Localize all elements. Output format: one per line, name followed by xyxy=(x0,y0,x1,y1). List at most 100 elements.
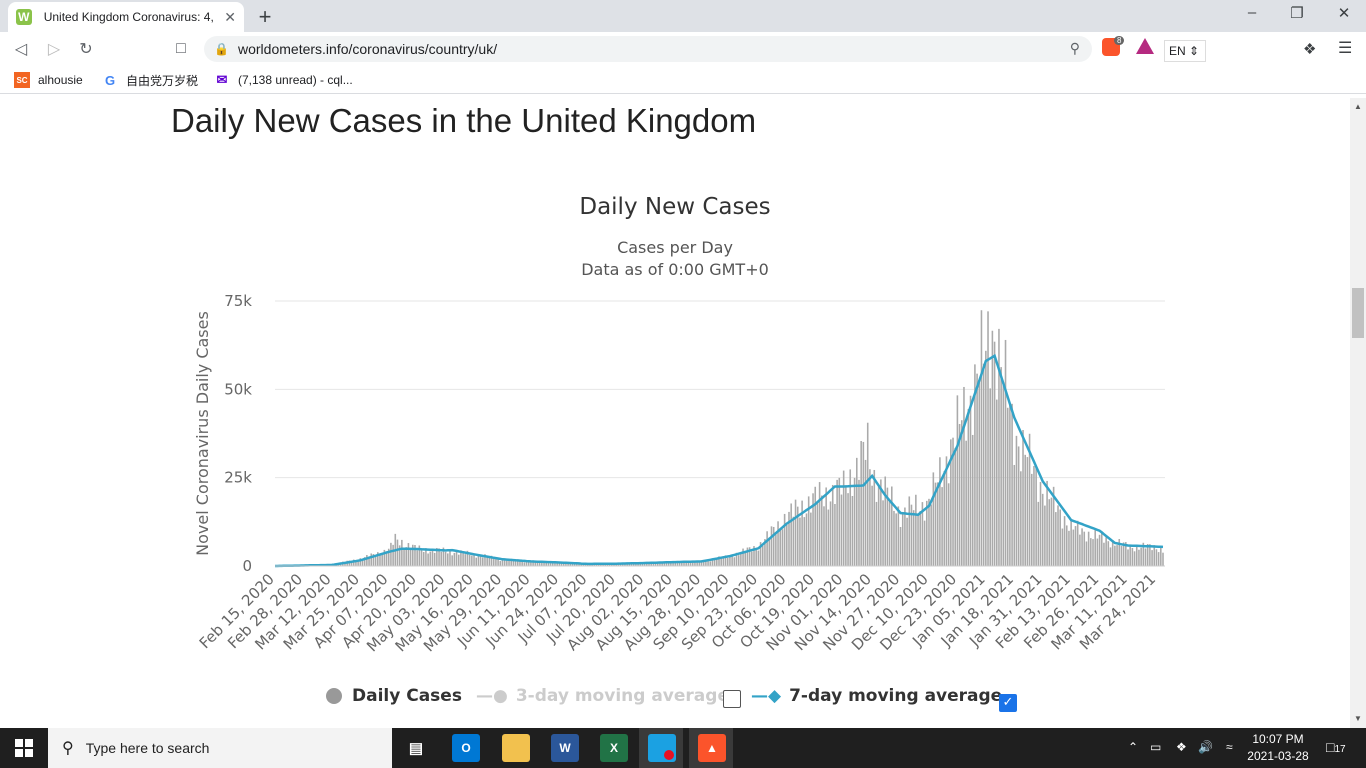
browser-tab[interactable]: W United Kingdom Coronavirus: 4,3 ✕ xyxy=(8,2,244,32)
daily-case-bar xyxy=(427,553,429,566)
excel-icon[interactable]: X xyxy=(600,734,628,762)
notifications-icon[interactable]: □17 xyxy=(1326,739,1346,755)
legend-3day-average[interactable]: —● 3-day moving average xyxy=(476,686,729,706)
bookmark-icon[interactable]: □ xyxy=(176,40,186,57)
daily-case-bar xyxy=(488,557,491,566)
word-icon[interactable]: W xyxy=(551,734,579,762)
snip-app-icon[interactable] xyxy=(648,734,676,762)
daily-case-bar xyxy=(1133,551,1136,566)
daily-case-bar xyxy=(761,545,764,566)
daily-case-bar xyxy=(455,551,458,566)
wifi-icon[interactable]: ≈ xyxy=(1226,740,1233,754)
daily-case-bar xyxy=(775,534,777,566)
outlook-icon[interactable]: O xyxy=(452,734,480,762)
daily-case-bar xyxy=(998,328,1000,566)
tray-overflow-icon[interactable]: ⌃ xyxy=(1128,740,1139,754)
daily-case-bar xyxy=(796,506,799,566)
ma7-checkbox[interactable]: ✓ xyxy=(999,694,1017,712)
page-scrollbar[interactable]: ▲ ▼ xyxy=(1350,98,1366,728)
daily-case-bar xyxy=(532,560,534,566)
restore-button[interactable]: ❐ xyxy=(1290,5,1304,22)
brave-browser-icon[interactable]: ▲ xyxy=(698,734,726,762)
legend-7day-average[interactable]: —◆ 7-day moving average xyxy=(751,686,1002,706)
daily-case-bar xyxy=(816,503,819,566)
taskbar-search[interactable]: ⚲ Type here to search xyxy=(48,728,392,768)
task-view-icon[interactable]: ▤ xyxy=(408,740,424,757)
minimize-button[interactable]: – xyxy=(1247,4,1257,21)
daily-case-bar xyxy=(538,561,541,566)
daily-case-bar xyxy=(770,526,773,566)
daily-case-bar xyxy=(646,562,648,566)
bookmark-item[interactable]: ✉ (7,138 unread) - cql... xyxy=(214,72,353,88)
daily-case-bar xyxy=(799,517,801,566)
daily-case-bar xyxy=(681,561,683,566)
battery-icon[interactable]: ▭ xyxy=(1150,740,1162,754)
daily-case-bar xyxy=(746,547,749,566)
daily-case-bar xyxy=(363,557,366,566)
daily-case-bar xyxy=(748,547,751,566)
daily-case-bar xyxy=(1017,446,1020,566)
back-button[interactable]: ◁ xyxy=(14,41,28,58)
daily-case-bar xyxy=(457,554,460,566)
daily-case-bar xyxy=(1079,534,1081,566)
file-explorer-icon[interactable] xyxy=(502,734,530,762)
daily-case-bar xyxy=(484,554,486,566)
daily-case-bar xyxy=(659,562,661,566)
daily-case-bar xyxy=(573,563,576,566)
volume-icon[interactable]: 🔊 xyxy=(1198,740,1213,754)
daily-case-bar xyxy=(460,550,462,566)
daily-case-bar xyxy=(1103,542,1105,566)
address-bar[interactable]: 🔒 worldometers.info/coronavirus/country/… xyxy=(204,36,1092,62)
daily-case-bar xyxy=(431,548,434,566)
daily-case-bar xyxy=(757,550,760,566)
ma3-checkbox[interactable] xyxy=(723,690,741,708)
daily-case-bar xyxy=(849,469,852,566)
browser-menu-icon[interactable]: ☰ xyxy=(1338,40,1353,57)
system-clock[interactable]: 10:07 PM 2021-03-28 xyxy=(1246,731,1310,765)
tab-close-icon[interactable]: ✕ xyxy=(224,8,237,25)
forward-button[interactable]: ▷ xyxy=(47,41,61,58)
daily-case-bar xyxy=(425,548,427,566)
daily-case-bar xyxy=(936,482,939,566)
daily-case-bar xyxy=(1006,407,1009,566)
url-text[interactable]: worldometers.info/coronavirus/country/uk… xyxy=(238,41,498,57)
daily-case-bar xyxy=(1052,486,1055,566)
new-tab-button[interactable]: + xyxy=(258,4,272,29)
daily-case-bar xyxy=(709,561,712,566)
daily-case-bar xyxy=(626,563,628,566)
daily-case-bar xyxy=(499,561,502,566)
daily-case-bar xyxy=(724,555,727,566)
brave-rewards-icon[interactable] xyxy=(1136,38,1154,54)
line-marker-icon: —◆ xyxy=(751,686,782,706)
daily-case-bar xyxy=(783,513,786,566)
bookmark-item[interactable]: G 自由党万岁税 xyxy=(102,72,198,89)
legend-daily-cases[interactable]: Daily Cases xyxy=(326,686,462,706)
daily-case-bar xyxy=(873,469,876,566)
close-window-button[interactable]: ✕ xyxy=(1337,5,1351,22)
daily-case-bar xyxy=(1020,471,1022,566)
daily-case-bar xyxy=(1114,545,1116,566)
daily-case-bar xyxy=(1074,526,1077,566)
scroll-down-arrow-icon[interactable]: ▼ xyxy=(1354,714,1362,723)
zoom-icon[interactable]: ⚲ xyxy=(1069,40,1080,56)
scroll-thumb[interactable] xyxy=(1352,288,1364,338)
language-select[interactable]: EN ⇕ xyxy=(1164,40,1206,62)
daily-case-bar xyxy=(571,563,574,566)
daily-case-bar xyxy=(398,545,401,566)
daily-case-bar xyxy=(405,547,408,566)
dropbox-icon[interactable]: ❖ xyxy=(1176,740,1187,754)
start-button[interactable] xyxy=(0,728,48,768)
daily-case-bar xyxy=(698,560,701,566)
bookmark-item[interactable]: SC alhousie xyxy=(14,72,83,88)
daily-case-bar xyxy=(812,493,814,566)
page-heading: Daily New Cases in the United Kingdom xyxy=(171,102,757,139)
daily-case-bar xyxy=(648,563,650,566)
extensions-icon[interactable]: ❖ xyxy=(1303,41,1317,58)
scroll-up-arrow-icon[interactable]: ▲ xyxy=(1354,102,1362,111)
daily-case-bar xyxy=(925,500,928,566)
checkbox-checked-icon[interactable]: ✓ xyxy=(999,694,1017,712)
daily-case-bar xyxy=(1004,339,1007,566)
daily-case-bar xyxy=(700,560,703,566)
reload-button[interactable]: ↻ xyxy=(79,41,93,58)
checkbox-unchecked-icon[interactable] xyxy=(723,690,741,708)
